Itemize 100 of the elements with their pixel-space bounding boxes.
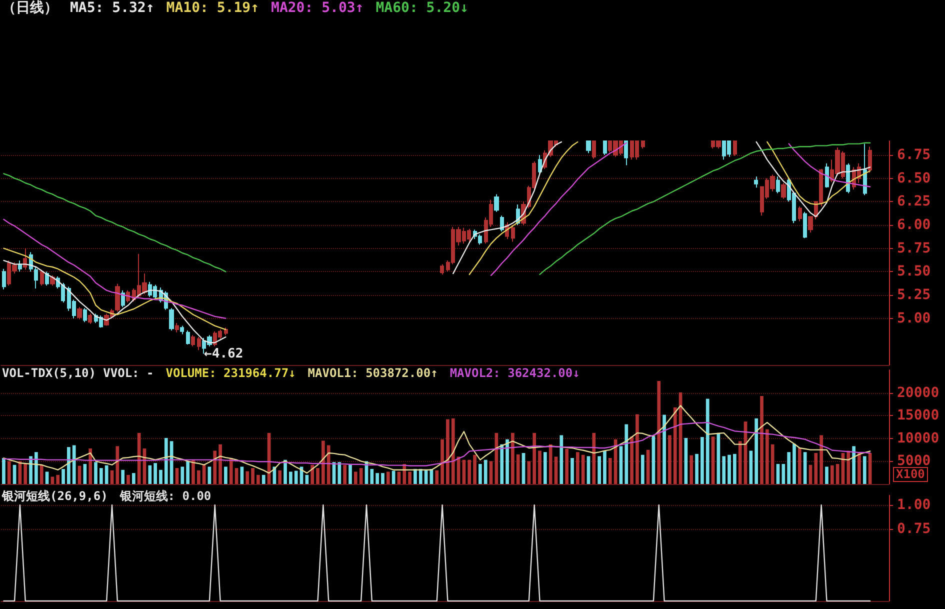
bar [418,468,422,484]
candlestick [175,322,179,333]
bar [83,464,87,484]
bar [554,456,558,484]
bar [343,464,347,484]
bar [251,468,254,484]
bar [603,450,606,484]
candlestick [83,308,87,323]
bar [738,441,742,484]
bar [262,474,266,484]
bar [473,454,476,484]
bar [754,418,758,484]
bar [484,460,488,484]
bar [370,468,374,484]
bar [414,468,417,484]
bar [760,396,764,484]
bar [284,460,287,484]
candlestick [798,206,802,222]
candlestick [191,334,195,347]
bar [326,445,330,484]
bar [234,468,238,484]
y-axis-title: X100 [893,467,928,482]
bar [770,444,774,484]
text: MAVOL1: 503872.00↑ [308,366,438,380]
candlestick [511,224,515,242]
bar [34,452,38,484]
bar [278,470,282,484]
candlestick [186,330,190,345]
bar [321,440,325,484]
bar [722,456,726,484]
y-tick-label: 1.00 [897,497,931,513]
bar [636,414,639,484]
chart-title: 银河短线(26,9,6) [2,489,108,504]
bar [820,435,823,484]
bar [180,466,184,484]
bar [256,474,260,484]
y-tick-label: 5.00 [897,310,931,326]
bar [803,452,807,484]
candlestick [586,140,591,154]
y-tick-label: 5.25 [897,287,931,303]
candlestick [825,162,829,188]
chart-title: （日线） [2,0,58,16]
bar [586,456,590,484]
y-tick-label: 6.75 [897,147,931,163]
bar [668,435,672,484]
bar [532,432,536,484]
bar [94,462,98,484]
bar [376,473,379,484]
candlestick [224,327,228,336]
candlestick [538,154,542,174]
candlestick [624,140,628,166]
bar [246,471,250,484]
candlestick [77,306,82,320]
y-tick-label: 20000 [897,384,940,401]
line-series [3,422,871,466]
candlestick [2,268,6,290]
bar [132,473,136,484]
bar [126,474,130,484]
y-tick-label: 6.00 [897,217,931,233]
bar [565,448,569,484]
bar [40,464,44,484]
bar [846,450,850,484]
bar [468,460,472,484]
chart-title: VOL-TDX(5,10) VVOL: - [2,366,154,380]
text: MA20: 5.03↑ [271,0,364,16]
bar [787,452,791,484]
candlestick [754,176,758,188]
text: MAVOL2: 362432.00↓ [450,366,580,380]
candlestick [34,266,38,289]
bar [56,474,60,484]
bar [104,465,108,484]
bar [489,461,493,484]
bar [316,468,320,484]
bar [154,463,157,484]
candlestick [868,146,872,174]
bar [662,414,666,484]
bar [62,468,65,484]
y-tick-label: 5000 [897,453,931,470]
bar [348,464,352,484]
y-tick-label: 15000 [897,408,940,424]
bar [516,454,520,484]
bar [208,466,212,484]
candlestick [603,140,607,156]
bar [560,435,564,484]
bar [386,472,390,484]
bar [435,470,439,484]
bar [543,452,547,484]
bar [116,446,120,484]
bar [798,448,802,484]
bar [733,454,736,484]
candlestick [197,336,201,351]
y-tick-label: 5.75 [897,240,931,256]
series-label: 银河短线: 0.00 [120,489,212,504]
bar [695,454,698,484]
candlestick [500,215,504,232]
candlestick [440,264,444,275]
bar [608,458,612,484]
candlestick [40,269,44,286]
bar [630,436,634,484]
candlestick [115,283,120,312]
